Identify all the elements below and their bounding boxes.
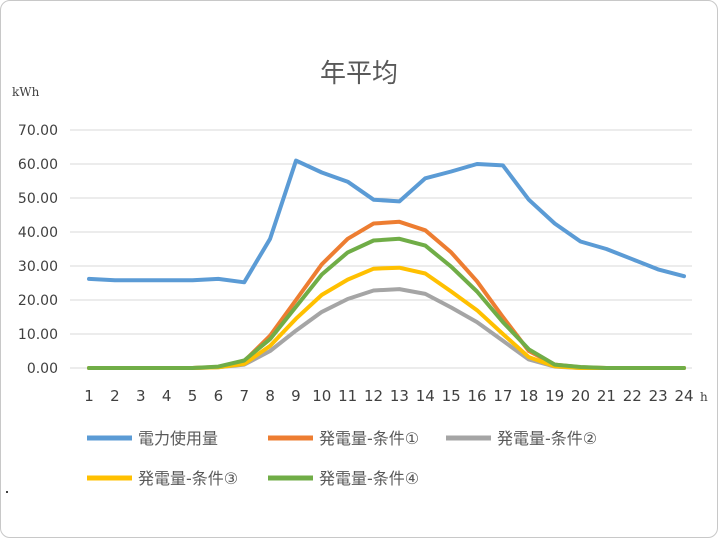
y-tick-label: 20.00 (18, 293, 58, 309)
x-tick-label: 17 (493, 387, 512, 405)
y-tick-label: 60.00 (18, 157, 58, 173)
y-tick-label: 40.00 (18, 225, 58, 241)
x-tick-label: 9 (291, 387, 301, 405)
chart-title: 年平均 (320, 59, 398, 89)
x-axis-ticks: 1 2 3 4 5 6 7 8 9 10 11 12 13 14 15 16 17 18 19 20 21 22 23 24 (84, 387, 693, 405)
x-tick-label: 14 (416, 387, 435, 405)
x-tick-label: 5 (188, 387, 198, 405)
x-axis-unit-label: h (700, 390, 708, 404)
legend-label-1: 電力使用量 (138, 429, 218, 448)
x-tick-label: 12 (364, 387, 383, 405)
x-tick-label: 10 (312, 387, 331, 405)
y-axis-unit-label: kWh (12, 85, 40, 99)
x-tick-label: 20 (571, 387, 590, 405)
series-line-3 (87, 287, 686, 370)
x-tick-label: 19 (545, 387, 564, 405)
series-line-4 (87, 265, 686, 370)
legend-label-4: 発電量-条件③ (138, 469, 238, 488)
series-line-5 (87, 236, 686, 370)
x-tick-label: 16 (467, 387, 486, 405)
gridlines (70, 129, 692, 369)
corner-dot (6, 491, 8, 493)
x-tick-label: 22 (623, 387, 642, 405)
y-tick-label: 50.00 (18, 191, 58, 207)
x-tick-label: 23 (649, 387, 668, 405)
legend-label-3: 発電量-条件② (497, 429, 597, 448)
legend-label-5: 発電量-条件④ (319, 469, 419, 488)
y-tick-label: 70.00 (18, 123, 58, 139)
x-tick-label: 1 (84, 387, 94, 405)
y-axis-ticks: 0.00 10.00 20.00 30.00 40.00 50.00 60.00 70.00 (18, 123, 58, 377)
x-tick-label: 18 (519, 387, 538, 405)
series-lines (87, 158, 686, 370)
x-tick-label: 21 (597, 387, 616, 405)
legend: 電力使用量 発電量-条件① 発電量-条件② 発電量-条件③ 発電量-条件④ (87, 429, 597, 488)
y-tick-label: 0.00 (27, 361, 58, 377)
x-tick-label: 15 (442, 387, 461, 405)
y-tick-label: 30.00 (18, 259, 58, 275)
legend-label-2: 発電量-条件① (319, 429, 419, 448)
x-tick-label: 11 (338, 387, 357, 405)
x-tick-label: 7 (239, 387, 249, 405)
x-tick-label: 4 (162, 387, 172, 405)
y-tick-label: 10.00 (18, 327, 58, 343)
x-tick-label: 2 (110, 387, 120, 405)
x-tick-label: 6 (214, 387, 224, 405)
x-tick-label: 24 (674, 387, 693, 405)
x-tick-label: 13 (390, 387, 409, 405)
x-tick-label: 8 (265, 387, 275, 405)
series-line-1 (87, 158, 686, 285)
x-tick-label: 3 (136, 387, 146, 405)
